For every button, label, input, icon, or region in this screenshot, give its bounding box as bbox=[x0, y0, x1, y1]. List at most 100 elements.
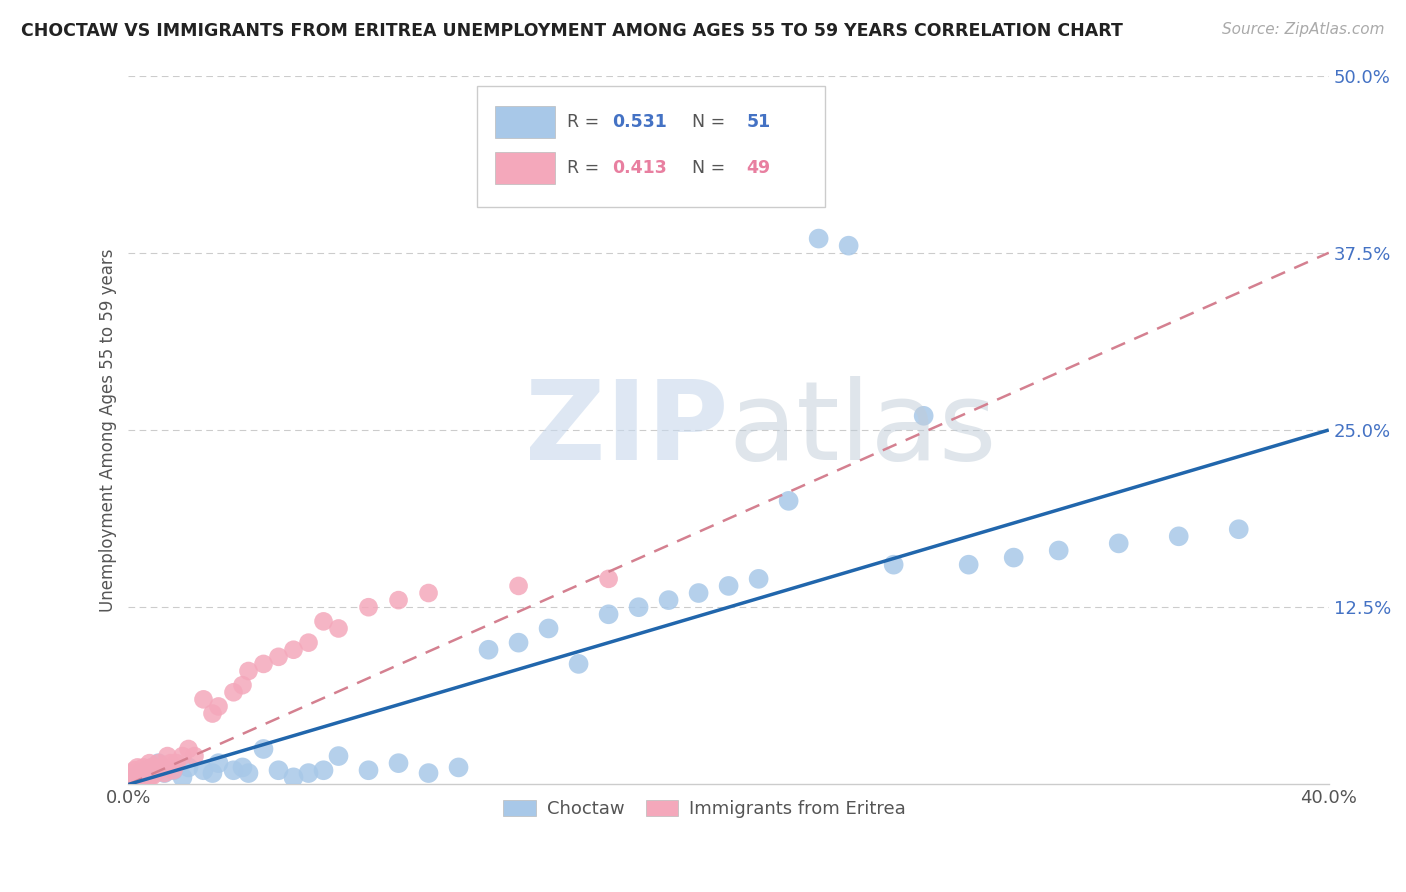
Point bbox=[658, 593, 681, 607]
Point bbox=[132, 767, 155, 781]
Point bbox=[145, 766, 167, 780]
Point bbox=[124, 769, 146, 783]
Bar bbox=[495, 152, 554, 184]
Point bbox=[912, 409, 935, 423]
Point bbox=[127, 760, 149, 774]
Point bbox=[121, 766, 143, 780]
Point bbox=[177, 760, 200, 774]
Point bbox=[135, 772, 157, 786]
Text: 49: 49 bbox=[747, 159, 770, 177]
Point bbox=[193, 764, 215, 778]
Point bbox=[127, 767, 149, 781]
Point bbox=[328, 622, 350, 636]
Point bbox=[328, 749, 350, 764]
Point bbox=[177, 742, 200, 756]
Point bbox=[132, 760, 155, 774]
Point bbox=[138, 756, 160, 771]
Point bbox=[283, 770, 305, 784]
Point bbox=[231, 678, 253, 692]
Point bbox=[267, 649, 290, 664]
Point bbox=[778, 494, 800, 508]
Point bbox=[598, 607, 620, 622]
Point bbox=[141, 760, 163, 774]
Point bbox=[717, 579, 740, 593]
Point bbox=[121, 774, 143, 789]
Text: CHOCTAW VS IMMIGRANTS FROM ERITREA UNEMPLOYMENT AMONG AGES 55 TO 59 YEARS CORREL: CHOCTAW VS IMMIGRANTS FROM ERITREA UNEMP… bbox=[21, 22, 1123, 40]
Point bbox=[172, 770, 194, 784]
Point bbox=[283, 642, 305, 657]
Point bbox=[124, 770, 146, 784]
Point bbox=[387, 756, 409, 771]
Text: Source: ZipAtlas.com: Source: ZipAtlas.com bbox=[1222, 22, 1385, 37]
Point bbox=[838, 238, 860, 252]
Point bbox=[121, 773, 143, 788]
Point bbox=[238, 664, 260, 678]
Point bbox=[150, 760, 173, 774]
Text: 0.531: 0.531 bbox=[612, 112, 666, 130]
Point bbox=[148, 764, 170, 778]
Point bbox=[1167, 529, 1189, 543]
Point bbox=[357, 600, 380, 615]
Point bbox=[127, 772, 149, 786]
Point bbox=[127, 772, 149, 786]
Point bbox=[156, 749, 179, 764]
Point bbox=[145, 764, 167, 779]
Point bbox=[267, 764, 290, 778]
Text: N =: N = bbox=[681, 112, 730, 130]
Point bbox=[297, 635, 319, 649]
Point bbox=[129, 766, 152, 780]
Point bbox=[132, 769, 155, 783]
Point bbox=[124, 764, 146, 778]
Point bbox=[222, 685, 245, 699]
Point bbox=[508, 579, 530, 593]
Text: ZIP: ZIP bbox=[526, 376, 728, 483]
Point bbox=[222, 764, 245, 778]
Text: N =: N = bbox=[681, 159, 730, 177]
Point bbox=[447, 760, 470, 774]
Point bbox=[252, 657, 274, 671]
Bar bbox=[495, 105, 554, 137]
Point bbox=[231, 760, 253, 774]
Point bbox=[124, 773, 146, 788]
Point bbox=[138, 770, 160, 784]
Point bbox=[183, 749, 205, 764]
Point bbox=[598, 572, 620, 586]
Point bbox=[132, 773, 155, 788]
Point bbox=[357, 764, 380, 778]
Point bbox=[418, 586, 440, 600]
Point bbox=[312, 615, 335, 629]
Point bbox=[748, 572, 770, 586]
Point bbox=[252, 742, 274, 756]
Point bbox=[135, 764, 157, 778]
Point bbox=[207, 699, 229, 714]
Point bbox=[537, 622, 560, 636]
Text: atlas: atlas bbox=[728, 376, 997, 483]
Point bbox=[883, 558, 905, 572]
Text: R =: R = bbox=[567, 112, 605, 130]
Point bbox=[627, 600, 650, 615]
Point bbox=[1002, 550, 1025, 565]
Point bbox=[129, 764, 152, 779]
Point bbox=[159, 756, 181, 771]
Point bbox=[193, 692, 215, 706]
Point bbox=[129, 770, 152, 784]
Point bbox=[418, 766, 440, 780]
Point bbox=[138, 767, 160, 781]
Legend: Choctaw, Immigrants from Eritrea: Choctaw, Immigrants from Eritrea bbox=[496, 792, 912, 825]
Point bbox=[957, 558, 980, 572]
Point bbox=[166, 756, 188, 771]
Point bbox=[153, 766, 176, 780]
Point bbox=[162, 764, 184, 778]
Point bbox=[141, 760, 163, 774]
Point bbox=[121, 770, 143, 784]
Point bbox=[135, 764, 157, 778]
Point bbox=[387, 593, 409, 607]
Point bbox=[1227, 522, 1250, 536]
Text: R =: R = bbox=[567, 159, 605, 177]
Point bbox=[207, 756, 229, 771]
Point bbox=[1047, 543, 1070, 558]
Point bbox=[807, 231, 830, 245]
Point bbox=[201, 766, 224, 780]
Point bbox=[508, 635, 530, 649]
Point bbox=[238, 766, 260, 780]
